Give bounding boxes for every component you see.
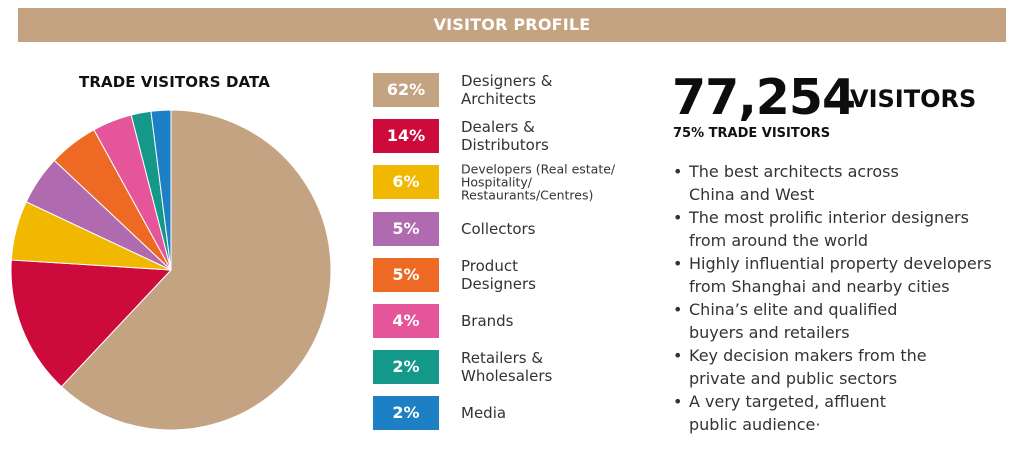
legend-item: 14% Dealers & Distributors (373, 118, 663, 154)
legend-label: Media (461, 404, 507, 422)
legend-item: 6% Developers (Real estate/ Hospitality/ … (373, 161, 663, 203)
bullet-dot-icon: • (673, 162, 683, 181)
legend-label: Developers (Real estate/ Hospitality/ Re… (461, 161, 616, 203)
legend-label: Designers & Architects (461, 72, 553, 108)
bullet-text: Highly influential property developers f… (689, 254, 992, 296)
legend-label: Retailers & Wholesalers (461, 349, 553, 385)
pie-slice-0 (60, 109, 332, 431)
bullet-dot-icon: • (673, 300, 683, 319)
audience-bullet-item: • Key decision makers from the private an… (672, 344, 1017, 390)
legend-percent-badge: 4% (373, 304, 439, 338)
trade-visitors-subhead: 75% TRADE VISITORS (673, 126, 831, 141)
legend-item: 5% Product Designers (373, 257, 663, 293)
legend-label: Dealers & Distributors (461, 118, 549, 154)
legend-percent-badge: 6% (373, 165, 439, 199)
audience-bullet-item: • The most prolific interior designers fr… (672, 206, 1017, 252)
legend-label: Collectors (461, 220, 536, 238)
visitor-count: 77,254 (672, 69, 856, 126)
legend-percent-badge: 5% (373, 212, 439, 246)
legend-item: 5% Collectors (373, 212, 663, 246)
bullet-text: A very targeted, affluent public audienc… (689, 392, 886, 434)
legend-item: 2% Retailers & Wholesalers (373, 349, 663, 385)
bullet-dot-icon: • (673, 346, 683, 365)
legend-percent-badge: 5% (373, 258, 439, 292)
audience-bullet-list: • The best architects across China and We… (672, 160, 1017, 436)
audience-bullet-item: • The best architects across China and We… (672, 160, 1017, 206)
legend-percent-badge: 14% (373, 119, 439, 153)
audience-bullet-item: • Highly influential property developers … (672, 252, 1017, 298)
legend-item: 62% Designers & Architects (373, 72, 663, 108)
audience-bullet-item: • A very targeted, affluent public audien… (672, 390, 1017, 436)
legend-label: Product Designers (461, 257, 536, 293)
bullet-dot-icon: • (673, 392, 683, 411)
pie-slice-7 (150, 109, 172, 271)
bullet-text: The most prolific interior designers fro… (689, 208, 969, 250)
pie-slice-1 (10, 259, 173, 388)
audience-bullet-item: • China’s elite and qualified buyers and … (672, 298, 1017, 344)
trade-visitors-pie-chart (10, 109, 332, 431)
bullet-dot-icon: • (673, 254, 683, 273)
legend-label: Brands (461, 312, 514, 330)
bullet-dot-icon: • (673, 208, 683, 227)
legend-item: 2% Media (373, 396, 663, 430)
bullet-text: The best architects across China and Wes… (689, 162, 899, 204)
bullet-text: Key decision makers from the private and… (689, 346, 927, 388)
legend-percent-badge: 2% (373, 350, 439, 384)
legend-percent-badge: 62% (373, 73, 439, 107)
legend-percent-badge: 2% (373, 396, 439, 430)
bullet-text: China’s elite and qualified buyers and r… (689, 300, 898, 342)
visitor-count-unit: VISITORS (850, 85, 977, 113)
legend-item: 4% Brands (373, 304, 663, 338)
chart-title: TRADE VISITORS DATA (79, 73, 270, 91)
visitor-profile-banner: VISITOR PROFILE (18, 8, 1006, 42)
